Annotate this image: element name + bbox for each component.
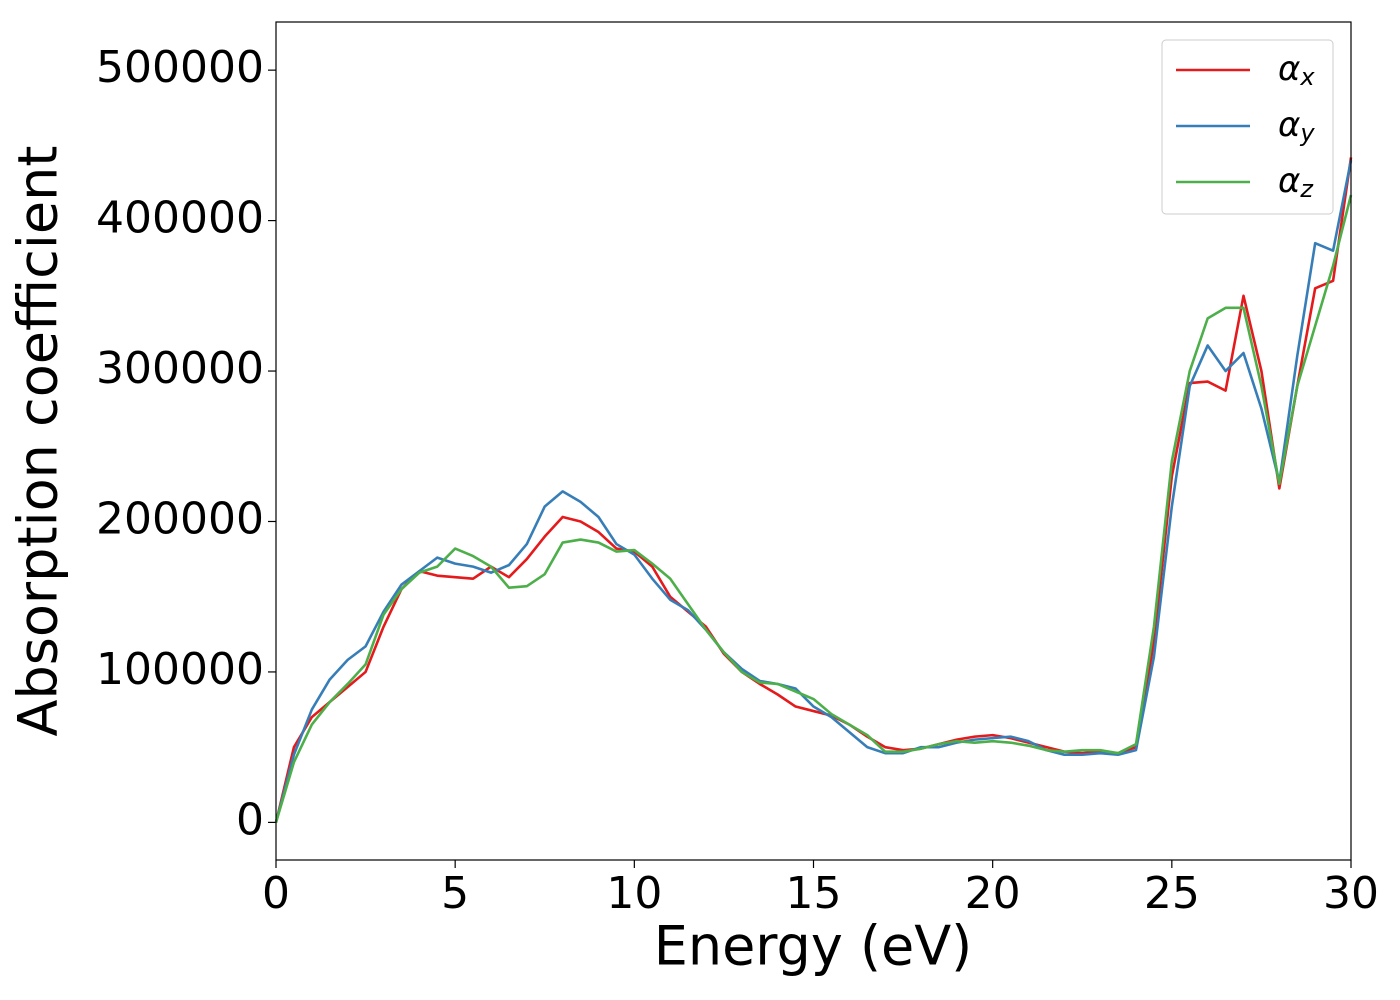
- x-tick-label: 10: [606, 868, 662, 919]
- y-tick-label: 400000: [96, 193, 264, 244]
- x-tick-label: 0: [262, 868, 290, 919]
- y-tick-label: 300000: [96, 343, 264, 394]
- x-tick-label: 20: [965, 868, 1021, 919]
- plot-frame: [275, 21, 1352, 861]
- series-line: [274, 194, 1353, 823]
- series-line: [274, 157, 1353, 823]
- x-tick-label: 15: [786, 868, 842, 919]
- legend-label: αz: [1278, 161, 1314, 204]
- y-tick-label: 100000: [96, 644, 264, 695]
- x-tick-label: 5: [441, 868, 469, 919]
- series-line: [274, 160, 1353, 823]
- y-tick-label: 0: [236, 794, 264, 845]
- legend-label: αx: [1278, 49, 1315, 92]
- y-tick-label: 200000: [96, 493, 264, 544]
- x-tick-label: 25: [1144, 868, 1200, 919]
- y-axis-label: Absorption coefficient: [7, 146, 70, 737]
- x-tick-label: 30: [1323, 868, 1379, 919]
- x-axis-label: Energy (eV): [654, 915, 973, 978]
- y-tick-label: 500000: [96, 42, 264, 93]
- legend-label: αy: [1278, 105, 1315, 148]
